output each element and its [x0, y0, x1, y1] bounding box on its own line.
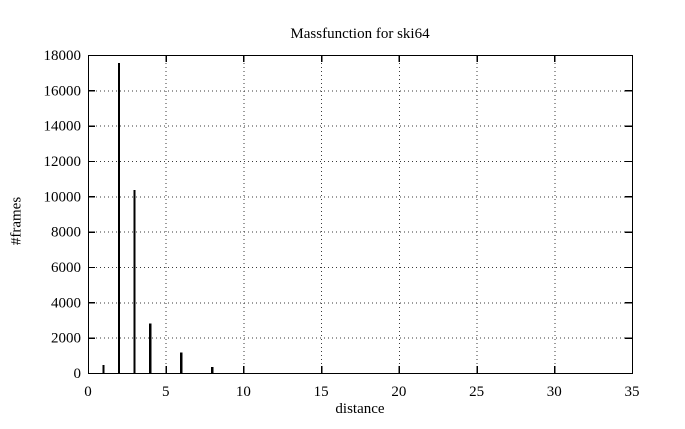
y-tick-label: 10000 [44, 189, 82, 205]
y-tick-label: 4000 [51, 295, 81, 311]
y-tick-label: 14000 [44, 119, 82, 135]
x-tick-labels: 0 5 10 15 20 25 30 35 [84, 384, 639, 400]
impulse-series [102, 62, 214, 373]
x-tick-label: 20 [391, 384, 406, 400]
x-tick-label: 10 [236, 384, 251, 400]
x-tick-label: 35 [625, 384, 640, 400]
x-tick-label: 30 [547, 384, 562, 400]
x-tick-label: 15 [314, 384, 329, 400]
chart-title: Massfunction for ski64 [290, 26, 430, 42]
tick-marks [87, 54, 634, 375]
y-tick-label: 12000 [44, 154, 82, 170]
y-tick-label: 0 [74, 366, 82, 382]
plot-border [87, 54, 634, 375]
y-tick-label: 8000 [51, 225, 81, 241]
x-tick-label: 0 [84, 384, 92, 400]
y-tick-labels: 0 2000 4000 6000 8000 10000 12000 14000 16000 180… [44, 48, 82, 382]
y-tick-label: 6000 [51, 260, 81, 276]
x-tick-label: 25 [469, 384, 484, 400]
y-axis-label: #frames [8, 196, 25, 246]
y-tick-label: 16000 [44, 83, 82, 99]
y-tick-label: 18000 [44, 48, 82, 64]
x-tick-label: 5 [162, 384, 170, 400]
x-axis-label: distance [335, 401, 385, 417]
y-tick-label: 2000 [51, 331, 81, 347]
grid-lines [88, 55, 632, 373]
